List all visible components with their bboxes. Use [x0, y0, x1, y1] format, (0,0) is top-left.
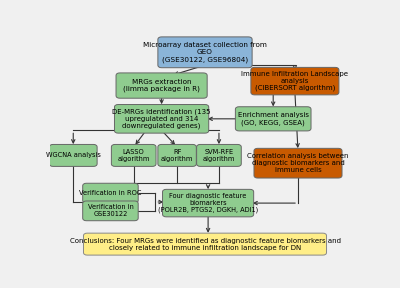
- FancyBboxPatch shape: [254, 148, 342, 178]
- FancyBboxPatch shape: [251, 67, 339, 95]
- FancyBboxPatch shape: [158, 37, 252, 68]
- Text: Microarray dataset collection from
GEO
(GSE30122, GSE96804): Microarray dataset collection from GEO (…: [143, 42, 267, 62]
- FancyBboxPatch shape: [111, 145, 156, 166]
- Text: SVM-RFE
algorithm: SVM-RFE algorithm: [203, 149, 235, 162]
- Text: Immune Infiltration Landscape
analysis
(CIBERSORT algorithm): Immune Infiltration Landscape analysis (…: [241, 71, 348, 91]
- Text: Verification in ROC: Verification in ROC: [79, 190, 142, 196]
- FancyBboxPatch shape: [114, 105, 209, 133]
- Text: Verification in
GSE30122: Verification in GSE30122: [88, 204, 133, 217]
- FancyBboxPatch shape: [197, 145, 241, 166]
- Text: Correlation analysis between
diagnostic biomarkers and
immune cells: Correlation analysis between diagnostic …: [247, 153, 349, 173]
- Text: Conclusions: Four MRGs were identified as diagnostic feature biomarkers and
clos: Conclusions: Four MRGs were identified a…: [70, 238, 340, 251]
- FancyBboxPatch shape: [49, 145, 97, 166]
- Text: DE-MRGs identification (135
upregulated and 314
downregulated genes): DE-MRGs identification (135 upregulated …: [112, 108, 211, 129]
- Text: Enrichment analysis
(GO, KEGG, GSEA): Enrichment analysis (GO, KEGG, GSEA): [238, 112, 309, 126]
- FancyBboxPatch shape: [235, 107, 311, 131]
- Text: WGCNA analysis: WGCNA analysis: [46, 152, 101, 158]
- Text: RF
algorithm: RF algorithm: [161, 149, 193, 162]
- Text: MRGs extraction
(limma package in R): MRGs extraction (limma package in R): [123, 79, 200, 92]
- Text: LASSO
algorithm: LASSO algorithm: [118, 149, 150, 162]
- FancyBboxPatch shape: [84, 233, 326, 255]
- Text: Four diagnostic feature
biomarkers
(POLR2B, PTGS2, DGKH, ADI1): Four diagnostic feature biomarkers (POLR…: [158, 193, 258, 213]
- FancyBboxPatch shape: [158, 145, 196, 166]
- FancyBboxPatch shape: [162, 189, 254, 217]
- FancyBboxPatch shape: [116, 73, 207, 98]
- FancyBboxPatch shape: [83, 183, 138, 203]
- FancyBboxPatch shape: [83, 201, 138, 221]
